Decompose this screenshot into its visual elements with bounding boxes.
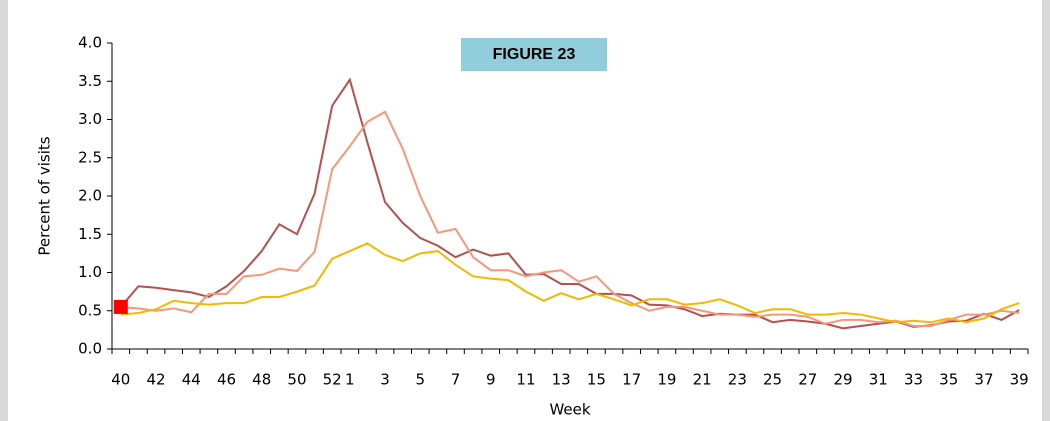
x-tick-label: 7 [451, 371, 461, 389]
x-tick-label: 19 [657, 371, 676, 389]
x-tick-label: 9 [486, 371, 496, 389]
title-box [461, 38, 607, 71]
y-tick-label: 2.5 [78, 148, 102, 166]
y-tick-label: 1.5 [78, 225, 102, 243]
x-tick-label: 21 [693, 371, 712, 389]
x-tick-label: 15 [587, 371, 606, 389]
x-tick-label: 37 [974, 371, 993, 389]
x-tick-label: 31 [869, 371, 888, 389]
x-tick-label: 40 [111, 371, 130, 389]
x-tick-label: 23 [728, 371, 747, 389]
x-tick-label: 50 [287, 371, 306, 389]
series-line [120, 242, 1020, 324]
x-tick-label: 13 [552, 371, 571, 389]
x-tick-label: 39 [1010, 371, 1029, 389]
y-axis-label: Percent of visits [36, 136, 54, 255]
x-axis-label: Week [549, 401, 590, 419]
series-line [120, 77, 1020, 330]
x-tick-label: 5 [415, 371, 425, 389]
y-tick-label: 2.0 [78, 187, 102, 205]
x-tick-label: 35 [939, 371, 958, 389]
current-marker [113, 299, 128, 314]
x-tick-label: 11 [516, 371, 535, 389]
y-tick-label: 3.5 [78, 72, 102, 90]
x-tick-label: 52 [323, 371, 342, 389]
y-tick-label: 3.0 [78, 110, 102, 128]
x-tick-label: 3 [380, 371, 390, 389]
y-tick-label: 0.0 [78, 340, 102, 358]
x-tick-label: 48 [252, 371, 271, 389]
x-tick-label: 27 [798, 371, 817, 389]
x-tick-label: 44 [182, 371, 201, 389]
y-tick-label: 4.0 [78, 34, 102, 52]
x-tick-label: 33 [904, 371, 923, 389]
x-tick-label: 25 [763, 371, 782, 389]
x-tick-label: 1 [345, 371, 355, 389]
x-tick-label: 46 [217, 371, 236, 389]
series-line [120, 110, 1020, 328]
y-tick-label: 0.5 [78, 301, 102, 319]
x-tick-label: 29 [833, 371, 852, 389]
chart-title: FIGURE 23 [493, 46, 576, 63]
x-tick-label: 42 [146, 371, 165, 389]
x-tick-label: 17 [622, 371, 641, 389]
y-tick-label: 1.0 [78, 263, 102, 281]
